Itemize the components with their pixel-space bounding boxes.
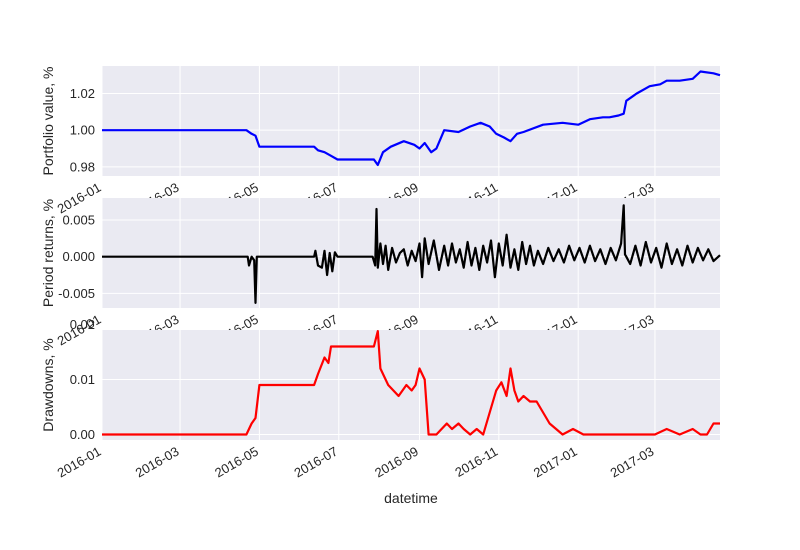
panel-1: 0.981.001.022016-012016-032016-052016-07… <box>40 66 721 217</box>
x-tick-label: 2016-11 <box>452 444 500 480</box>
series-line <box>102 330 720 436</box>
x-tick-label: 2016-07 <box>291 444 340 481</box>
x-axis-label: datetime <box>384 490 438 506</box>
x-tick-label: 2016-01 <box>55 180 104 217</box>
y-axis-label: Portfolio value, % <box>40 67 56 176</box>
y-tick-label: 0.01 <box>70 372 95 387</box>
series-line <box>102 70 721 167</box>
x-tick-label: 2017-01 <box>531 444 580 481</box>
y-tick-label: -0.005 <box>58 286 95 301</box>
plot-background <box>102 66 720 176</box>
x-tick-label: 2016-05 <box>212 444 261 481</box>
x-tick-label: 2016-03 <box>133 444 182 481</box>
plot-background <box>102 330 720 440</box>
y-tick-label: 0.00 <box>70 427 95 442</box>
x-tick-label: 2016-01 <box>55 444 104 481</box>
x-tick-label: 2017-03 <box>608 444 657 481</box>
y-axis-label: Period returns, % <box>40 199 56 307</box>
series-line <box>102 204 721 304</box>
y-tick-label: 1.00 <box>70 123 95 138</box>
y-axis-label: Drawdowns, % <box>40 338 56 431</box>
y-tick-label: 0.02 <box>70 317 95 332</box>
panel-3: 0.00 0.01 0.02 2016-01 2016-03 2016-05 2016-07… <box>40 317 720 506</box>
y-tick-label: 0.000 <box>62 249 95 264</box>
y-tick-label: 1.02 <box>70 86 95 101</box>
y-tick-label: 0.005 <box>62 213 95 228</box>
x-tick-label: 2016-09 <box>372 444 421 481</box>
y-tick-label: 0.98 <box>70 159 95 174</box>
panel-2: -0.0050.0000.0052016-012016-032016-05201… <box>40 198 721 348</box>
